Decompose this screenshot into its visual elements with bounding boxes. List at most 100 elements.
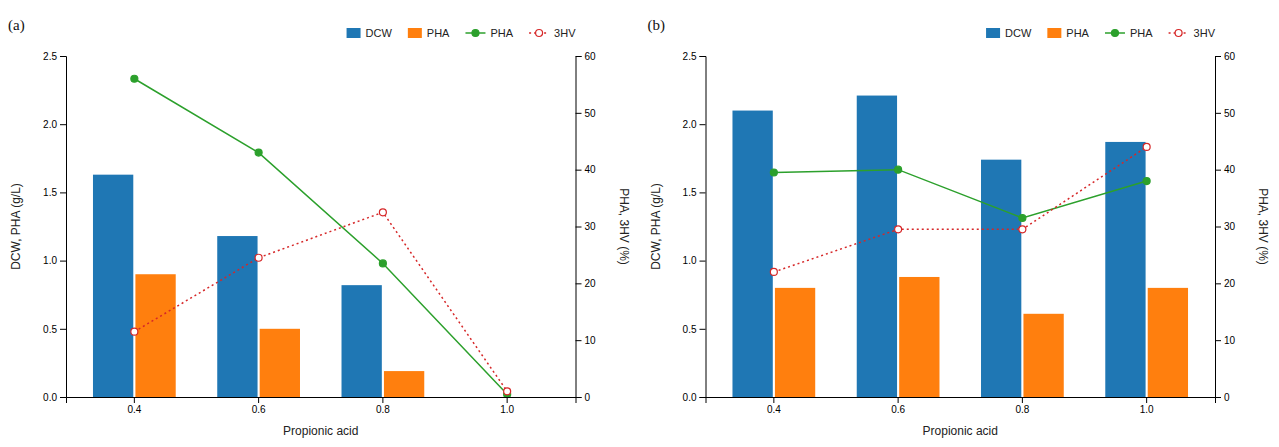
legend-label: 3HV xyxy=(1194,27,1216,39)
x-axis: 0.40.60.81.0 xyxy=(67,397,577,415)
tick-label: 40 xyxy=(1224,164,1236,175)
tick-label: 2.0 xyxy=(683,119,697,130)
line xyxy=(774,170,1147,218)
tick-label: 10 xyxy=(1224,335,1236,346)
bar xyxy=(732,111,772,397)
tick-mark xyxy=(1215,170,1221,171)
bar xyxy=(1023,314,1063,397)
tick-mark xyxy=(700,56,706,57)
point xyxy=(770,268,777,275)
tick-mark xyxy=(576,283,582,284)
tick: 10 xyxy=(1215,335,1236,346)
tick: 30 xyxy=(576,221,597,232)
tick: 0 xyxy=(576,392,591,403)
point xyxy=(895,166,902,173)
tick-mark xyxy=(1022,397,1023,403)
point xyxy=(255,254,262,261)
tick-mark xyxy=(1146,397,1147,403)
tick-label: 60 xyxy=(1224,51,1236,62)
legend-marker xyxy=(1111,30,1118,37)
tick-mark xyxy=(1215,283,1221,284)
tick-mark xyxy=(1215,113,1221,114)
tick: 0.8 xyxy=(376,397,390,415)
tick-label: 1.5 xyxy=(683,187,697,198)
tick: 20 xyxy=(1215,278,1236,289)
legend-label: DCW xyxy=(366,27,393,39)
tick: 0.5 xyxy=(43,324,66,335)
tick-mark xyxy=(60,56,66,57)
x-axis-title: Propionic acid xyxy=(283,424,358,438)
tick: 20 xyxy=(576,278,597,289)
tick-mark xyxy=(773,397,774,403)
panel: 0.40.60.81.00.00.51.01.52.02.50102030405… xyxy=(8,17,631,438)
legend-label: PHA xyxy=(427,27,450,39)
tick: 1.5 xyxy=(43,187,66,198)
tick: 50 xyxy=(1215,108,1236,119)
tick: 2.0 xyxy=(43,119,66,130)
tick-mark xyxy=(700,397,706,398)
tick-label: 0.5 xyxy=(683,324,697,335)
tick: 1.0 xyxy=(683,255,706,266)
tick: 2.5 xyxy=(683,51,706,62)
legend-label: DCW xyxy=(1005,27,1032,39)
tick-label: 0.5 xyxy=(43,324,57,335)
tick: 1.0 xyxy=(500,397,514,415)
tick-mark xyxy=(576,113,582,114)
tick-label: 0.0 xyxy=(43,392,57,403)
y-axis: 0.00.51.01.52.02.5 xyxy=(683,51,706,403)
tick-mark xyxy=(576,56,582,57)
tick-mark xyxy=(258,397,259,403)
tick: 40 xyxy=(576,164,597,175)
point xyxy=(131,75,138,82)
line xyxy=(134,79,507,394)
bar-series xyxy=(93,175,382,397)
tick: 2.5 xyxy=(43,51,66,62)
line-series xyxy=(131,209,511,395)
tick-label: 0 xyxy=(585,392,591,403)
tick-label: 1.0 xyxy=(43,255,57,266)
panel-label: (b) xyxy=(648,17,666,34)
plot-area xyxy=(732,96,1188,397)
tick-mark xyxy=(382,397,383,403)
legend: DCW PHA PHA 3HV xyxy=(986,27,1216,39)
tick: 0.4 xyxy=(127,397,141,415)
point xyxy=(1019,214,1026,221)
bar xyxy=(466,397,506,398)
y2-axis: 0 10 20 30 40 50 60 xyxy=(576,51,597,403)
tick: 10 xyxy=(576,335,597,346)
tick-mark xyxy=(1215,397,1221,398)
legend-item: PHA xyxy=(408,27,450,39)
legend-item: PHA xyxy=(465,27,513,39)
tick: 1.5 xyxy=(683,187,706,198)
tick-mark xyxy=(576,227,582,228)
legend-item: DCW xyxy=(347,27,393,39)
line xyxy=(134,212,507,391)
tick-mark xyxy=(60,124,66,125)
legend-item: PHA xyxy=(1105,27,1153,39)
tick-label: 20 xyxy=(1224,278,1236,289)
tick-label: 0.4 xyxy=(127,404,141,415)
tick-label: 0 xyxy=(1224,392,1230,403)
tick: 60 xyxy=(576,51,597,62)
x-axis: 0.40.60.81.0 xyxy=(706,397,1216,415)
axis-line xyxy=(1216,57,1222,398)
legend-label: PHA xyxy=(1066,27,1089,39)
tick-label: 0.4 xyxy=(767,404,781,415)
axis-line xyxy=(700,57,707,398)
legend-marker xyxy=(472,30,479,37)
legend-marker xyxy=(1175,30,1182,37)
legend-item: 3HV xyxy=(1169,27,1216,39)
tick-label: 2.0 xyxy=(43,119,57,130)
y2-axis-title: PHA, 3HV (%) xyxy=(1256,188,1270,265)
line xyxy=(774,147,1147,272)
point xyxy=(379,260,386,267)
tick-label: 60 xyxy=(585,51,597,62)
bar xyxy=(981,160,1021,397)
tick-label: 30 xyxy=(585,221,597,232)
bar xyxy=(1148,288,1188,397)
legend-label: PHA xyxy=(1130,27,1153,39)
point xyxy=(1143,143,1150,150)
tick-label: 50 xyxy=(585,108,597,119)
tick-label: 0.8 xyxy=(376,404,390,415)
legend-label: PHA xyxy=(490,27,513,39)
